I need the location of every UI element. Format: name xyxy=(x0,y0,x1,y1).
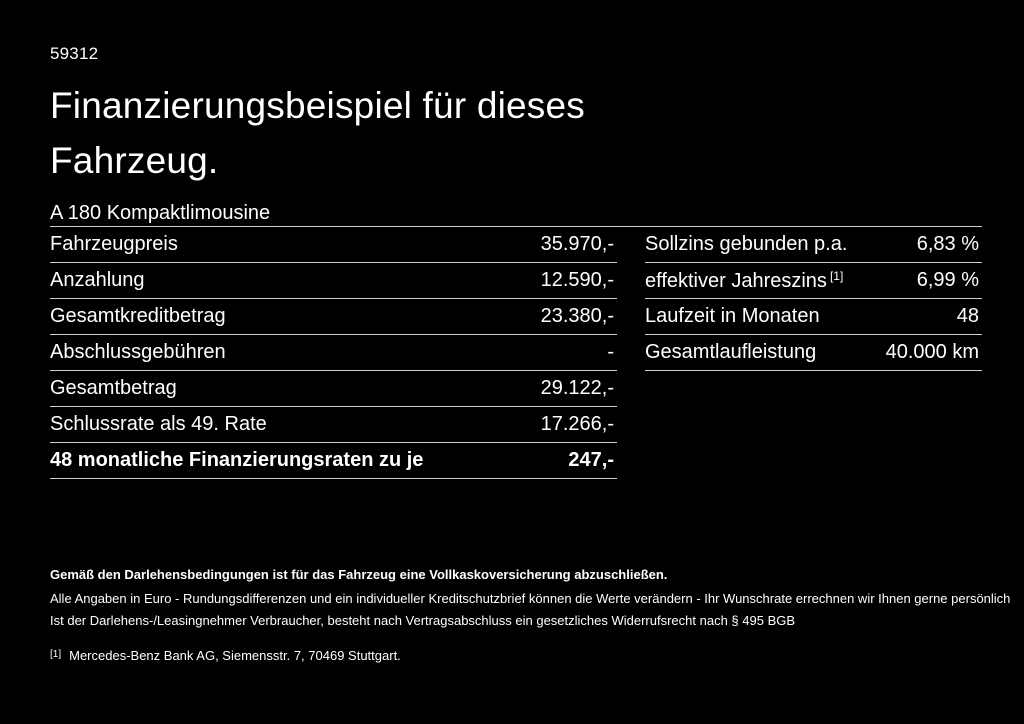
row-value: 35.970,- xyxy=(540,233,614,255)
page-title: Finanzierungsbeispiel für dieses Fahrzeug… xyxy=(50,78,982,188)
table-row: Laufzeit in Monaten 48 xyxy=(645,299,982,335)
table-column-gap xyxy=(617,227,645,479)
footnote-reference: [1] xyxy=(829,268,844,283)
row-value: 6,83 % xyxy=(916,233,979,255)
row-label: Laufzeit in Monaten xyxy=(645,305,820,327)
row-label: Gesamtlaufleistung xyxy=(645,341,817,363)
table-row-monthly-rate: 48 monatliche Finanzierungsraten zu je 2… xyxy=(50,443,617,479)
row-label: Sollzins gebunden p.a. xyxy=(645,233,848,255)
footnote-marker: [1] xyxy=(50,649,62,660)
table-row: Abschlussgebühren - xyxy=(50,335,617,371)
table-row: Fahrzeugpreis 35.970,- xyxy=(50,227,617,263)
row-value: 29.122,- xyxy=(540,377,614,399)
disclaimer-line1: Alle Angaben in Euro - Rundungsdifferenz… xyxy=(50,591,1011,606)
row-label: effektiver Jahreszins [1] xyxy=(645,269,843,293)
row-value: 48 xyxy=(956,305,979,327)
row-label: Schlussrate als 49. Rate xyxy=(50,413,267,435)
table-row: Gesamtlaufleistung 40.000 km xyxy=(645,335,982,371)
row-value: 40.000 km xyxy=(885,341,979,363)
row-label-text: effektiver Jahreszins xyxy=(645,269,827,292)
row-value: 17.266,- xyxy=(540,413,614,435)
row-value: 247,- xyxy=(568,449,614,471)
row-label: Abschlussgebühren xyxy=(50,341,226,363)
row-label: 48 monatliche Finanzierungsraten zu je xyxy=(50,449,424,471)
legal-footer: Gemäß den Darlehensbedingungen ist für d… xyxy=(50,564,1011,667)
page-title-line2: Fahrzeug. xyxy=(50,140,219,181)
vehicle-model: A 180 Kompaktlimousine xyxy=(50,202,271,224)
insurance-note: Gemäß den Darlehensbedingungen ist für d… xyxy=(50,567,668,582)
row-value: 23.380,- xyxy=(540,305,614,327)
table-row: Anzahlung 12.590,- xyxy=(50,263,617,299)
disclaimer-line2: Ist der Darlehens-/Leasingnehmer Verbrau… xyxy=(50,613,796,628)
footnote-text: Mercedes-Benz Bank AG, Siemensstr. 7, 70… xyxy=(69,648,401,663)
row-label: Gesamtkreditbetrag xyxy=(50,305,226,327)
row-value: 12.590,- xyxy=(540,269,614,291)
financing-tables: Fahrzeugpreis 35.970,- Anzahlung 12.590,… xyxy=(50,226,982,479)
finance-table: Fahrzeugpreis 35.970,- Anzahlung 12.590,… xyxy=(50,227,617,479)
reference-number: 59312 xyxy=(50,44,99,63)
table-row: Gesamtbetrag 29.122,- xyxy=(50,371,617,407)
table-row: Schlussrate als 49. Rate 17.266,- xyxy=(50,407,617,443)
table-row: effektiver Jahreszins [1] 6,99 % xyxy=(645,263,982,299)
row-value: 6,99 % xyxy=(916,269,979,291)
row-label: Gesamtbetrag xyxy=(50,377,177,399)
footnote: [1] Mercedes-Benz Bank AG, Siemensstr. 7,… xyxy=(50,644,982,667)
page-title-line1: Finanzierungsbeispiel für dieses xyxy=(50,85,585,126)
conditions-table: Sollzins gebunden p.a. 6,83 % effektiver… xyxy=(645,227,982,479)
row-value: - xyxy=(607,341,614,363)
row-label: Anzahlung xyxy=(50,269,145,291)
table-row: Gesamtkreditbetrag 23.380,- xyxy=(50,299,617,335)
table-row: Sollzins gebunden p.a. 6,83 % xyxy=(645,227,982,263)
row-label: Fahrzeugpreis xyxy=(50,233,178,255)
